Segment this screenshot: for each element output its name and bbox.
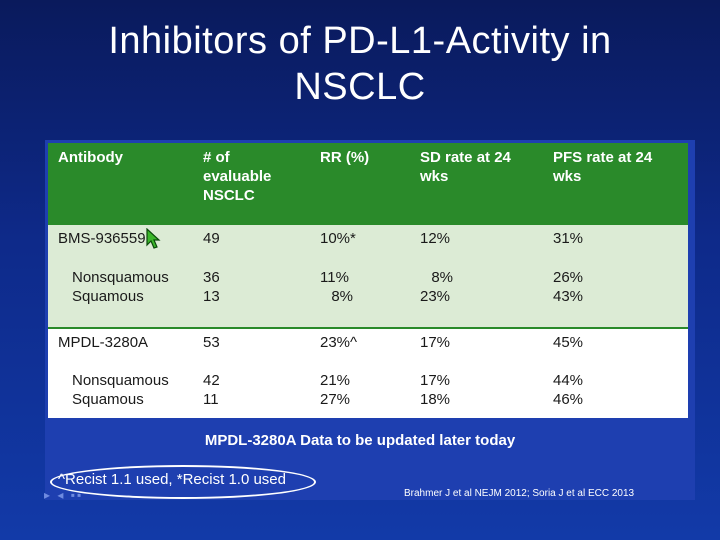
cell-rr: 23%^ [320,334,358,351]
header-pfs-line-1: PFS rate at 24 [553,149,653,166]
header-rr: RR (%) [320,149,370,166]
cell-pfs: 45% [553,334,584,351]
slide-title-line-1: Inhibitors of PD-L1-Activity in [108,20,612,62]
cell-sub-n: 42 [203,372,220,389]
header-evaluable-line-3: NSCLC [203,187,255,204]
cell-sub-sd: 18% [420,391,451,408]
results-table: Antibody # of evaluable NSCLC RR (%) SD … [48,143,688,418]
header-sd-line-1: SD rate at 24 [420,149,511,166]
cell-sub-rr: 27% [320,391,351,408]
slide-title-line-2: NSCLC [294,66,426,108]
cell-sub-pfs: 46% [553,391,584,408]
cell-sub-label: Squamous [72,391,144,408]
cell-sub-label: Nonsquamous [72,269,169,286]
cell-sub-sd: 23% [420,288,451,305]
cell-sub-n: 13 [203,288,220,305]
table-row-group-mpdl: MPDL-3280A 53 23%^ 17% 45% Nonsquamous 4… [48,327,688,418]
header-evaluable-line-1: # of [203,149,230,166]
recist-note: ^Recist 1.1 used, *Recist 1.0 used [58,471,286,488]
header-pfs-line-2: wks [553,168,582,185]
cell-sub-sd: 8% [431,269,453,286]
header-pfs: PFS rate at 24 wks [553,148,652,186]
cell-antibody: BMS-936559 [58,230,146,247]
cell-sub-n: 36 [203,269,220,286]
cell-sub-label: Squamous [72,288,144,305]
cell-sub-sd: 17% [420,372,451,389]
header-evaluable: # of evaluable NSCLC [203,148,271,205]
table-row-group-bms: BMS-936559 49 10%* 12% 31% Nonsquamous 3… [48,223,688,329]
header-sd-line-2: wks [420,168,449,185]
cell-sub-rr: 8% [331,288,353,305]
cell-sub-n: 11 [203,391,219,408]
cell-sd: 17% [420,334,451,351]
recist-highlight-ellipse [50,465,316,499]
cell-sub-pfs: 43% [553,288,584,305]
cell-sub-pfs: 26% [553,269,584,286]
cell-antibody: MPDL-3280A [58,334,149,351]
pointer-cursor-icon [146,228,161,249]
cell-sub-label: Nonsquamous [72,372,169,389]
cell-sd: 12% [420,230,451,247]
header-evaluable-line-2: evaluable [203,168,272,185]
header-sd: SD rate at 24 wks [420,148,511,186]
cell-sub-pfs: 44% [553,372,584,389]
decorative-arrows-icon: ▸ ◂ ▪▪ [44,488,84,502]
cell-sub-rr: 11% [320,269,349,286]
header-antibody: Antibody [58,149,123,166]
cell-n: 53 [203,334,220,351]
slide-title: Inhibitors of PD-L1-Activity in NSCLC [0,18,720,110]
cell-n: 49 [203,230,220,247]
cell-pfs: 31% [553,230,584,247]
update-note: MPDL-3280A Data to be updated later toda… [204,432,516,449]
cell-sub-rr: 21% [320,372,351,389]
table-header: Antibody # of evaluable NSCLC RR (%) SD … [48,143,688,223]
citation: Brahmer J et al NEJM 2012; Soria J et al… [404,488,635,499]
cell-rr: 10%* [320,230,356,247]
